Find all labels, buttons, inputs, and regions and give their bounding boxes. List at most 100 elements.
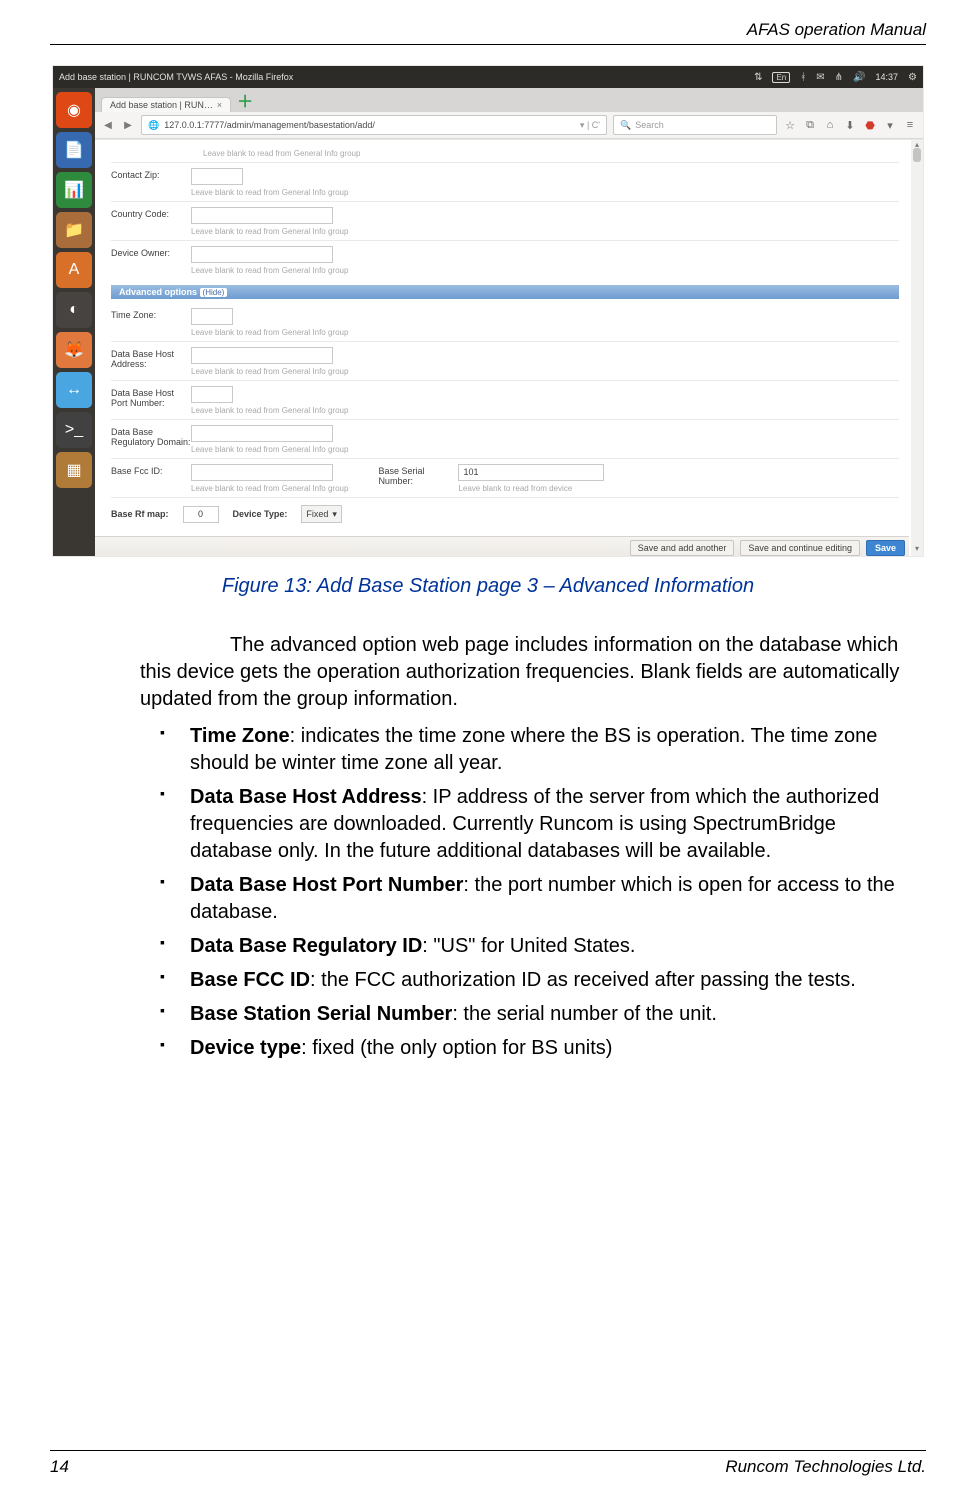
bullet-fcc-id: Base FCC ID: the FCC authorization ID as… — [160, 967, 906, 994]
select-devtype[interactable]: Fixed ▾ — [301, 505, 342, 523]
home-icon[interactable]: ⌂ — [823, 119, 837, 131]
bullet-time-zone: Time Zone: indicates the time zone where… — [160, 723, 906, 777]
form-hint: Leave blank to read from General Info gr… — [203, 149, 360, 158]
save-button[interactable]: Save — [866, 540, 905, 556]
label-db-reg-domain: Data Base Regulatory Domain: — [111, 425, 191, 447]
row-db-host-addr: Data Base Host Address: Leave blank to r… — [111, 341, 899, 380]
hide-link[interactable]: (Hide) — [200, 288, 228, 297]
hint-serial: Leave blank to read from device — [458, 484, 604, 493]
label-devtype: Device Type: — [233, 509, 288, 519]
input-db-reg-domain[interactable] — [191, 425, 333, 442]
select-devtype-value: Fixed — [306, 509, 328, 519]
scroll-down-icon[interactable]: ▾ — [911, 544, 923, 556]
vertical-scrollbar[interactable]: ▴ ▾ — [911, 140, 923, 556]
launcher-firefox-icon[interactable]: 🦊 — [56, 332, 92, 368]
ubuntu-topbar: Add base station | RUNCOM TVWS AFAS - Mo… — [53, 66, 923, 88]
volume-icon: 🔊 — [853, 72, 865, 83]
star-icon[interactable]: ☆ — [783, 119, 797, 132]
tab-close-icon[interactable]: × — [217, 100, 222, 110]
input-rfmap[interactable]: 0 — [183, 506, 219, 523]
tray-lang: En — [772, 72, 790, 83]
intro-paragraph: The advanced option web page includes in… — [140, 632, 906, 713]
search-placeholder: Search — [635, 120, 664, 130]
bookmark-menu-icon[interactable]: ⧉ — [803, 119, 817, 132]
input-contact-zip[interactable] — [191, 168, 243, 185]
advanced-label: Advanced options — [119, 287, 197, 297]
label-rfmap: Base Rf map: — [111, 509, 169, 519]
label-contact-zip: Contact Zip: — [111, 168, 191, 180]
downloads-icon[interactable]: ⬇ — [843, 119, 857, 132]
input-db-host-port[interactable] — [191, 386, 233, 403]
label-fcc-id: Base Fcc ID: — [111, 464, 191, 493]
launcher-software-icon[interactable]: A — [56, 252, 92, 288]
scroll-thumb[interactable] — [913, 148, 921, 162]
bullet-serial: Base Station Serial Number: the serial n… — [160, 1001, 906, 1028]
row-country-code: Country Code: Leave blank to read from G… — [111, 201, 899, 240]
input-db-host-addr[interactable] — [191, 347, 333, 364]
tray-updown-icon: ⇅ — [754, 72, 762, 83]
input-country-code[interactable] — [191, 207, 333, 224]
webpage-body: ▴ ▾ Leave blank to read from General Inf… — [95, 139, 923, 556]
screenshot-container: Add base station | RUNCOM TVWS AFAS - Mo… — [52, 65, 924, 557]
page-number: 14 — [50, 1457, 69, 1477]
bullet-db-host-addr: Data Base Host Address: IP address of th… — [160, 784, 906, 865]
label-db-host-port: Data Base Host Port Number: — [111, 386, 191, 408]
launcher-dash-icon[interactable]: ◉ — [56, 92, 92, 128]
label-country-code: Country Code: — [111, 207, 191, 219]
network-icon: ⋔ — [835, 72, 843, 83]
launcher-calc-icon[interactable]: 📊 — [56, 172, 92, 208]
launcher-misc-icon[interactable]: ▦ — [56, 452, 92, 488]
ubuntu-launcher: ◉ 📄 📊 📁 A ◐ 🦊 ↔ >_ ▦ — [53, 88, 101, 556]
hamburger-icon[interactable]: ≡ — [903, 119, 917, 131]
row-time-zone: Time Zone: Leave blank to read from Gene… — [111, 303, 899, 341]
row-db-reg-domain: Data Base Regulatory Domain: Leave blank… — [111, 419, 899, 458]
reload-separator: ▾ | C' — [580, 120, 600, 131]
input-serial[interactable]: 101 — [458, 464, 604, 481]
browser-tab[interactable]: Add base station | RUN… × — [101, 97, 231, 112]
save-add-another-button[interactable]: Save and add another — [630, 540, 735, 556]
hint-fcc-id: Leave blank to read from General Info gr… — [191, 484, 348, 493]
launcher-terminal-icon[interactable]: >_ — [56, 412, 92, 448]
back-button[interactable]: ◀ — [101, 120, 115, 131]
chevron-down-icon[interactable]: ▾ — [883, 119, 897, 132]
label-time-zone: Time Zone: — [111, 308, 191, 320]
hint-db-host-port: Leave blank to read from General Info gr… — [191, 406, 348, 415]
hint-db-host-addr: Leave blank to read from General Info gr… — [191, 367, 348, 376]
hint-device-owner: Leave blank to read from General Info gr… — [191, 266, 348, 275]
abp-icon[interactable]: ⬣ — [863, 119, 877, 132]
advanced-options-banner[interactable]: Advanced options (Hide) — [111, 285, 899, 299]
bullet-db-host-port: Data Base Host Port Number: the port num… — [160, 872, 906, 926]
row-contact-zip: Contact Zip: Leave blank to read from Ge… — [111, 162, 899, 201]
window-title: Add base station | RUNCOM TVWS AFAS - Mo… — [59, 72, 293, 82]
firefox-window: Add base station | RUN… × ＋ ◀ ▶ 🌐 127.0.… — [95, 88, 923, 556]
launcher-files-icon[interactable]: 📁 — [56, 212, 92, 248]
figure-caption: Figure 13: Add Base Station page 3 – Adv… — [50, 575, 926, 598]
bullet-device-type: Device type: fixed (the only option for … — [160, 1035, 906, 1062]
input-fcc-id[interactable] — [191, 464, 333, 481]
bullet-db-reg-id: Data Base Regulatory ID: "US" for United… — [160, 933, 906, 960]
row-rfmap-devtype: Base Rf map: 0 Device Type: Fixed ▾ — [111, 497, 899, 530]
header-right: AFAS operation Manual — [50, 20, 926, 45]
search-icon: 🔍 — [620, 120, 631, 131]
launcher-teamviewer-icon[interactable]: ↔ — [56, 372, 92, 408]
tab-title: Add base station | RUN… — [110, 100, 213, 110]
launcher-eclipse-icon[interactable]: ◐ — [56, 292, 92, 328]
firefox-toolbar: ◀ ▶ 🌐 127.0.0.1:7777/admin/management/ba… — [95, 112, 923, 139]
hint-contact-zip: Leave blank to read from General Info gr… — [191, 188, 348, 197]
search-bar[interactable]: 🔍 Search — [613, 115, 777, 135]
row-device-owner: Device Owner: Leave blank to read from G… — [111, 240, 899, 279]
hint-db-reg-domain: Leave blank to read from General Info gr… — [191, 445, 348, 454]
url-bar[interactable]: 🌐 127.0.0.1:7777/admin/management/basest… — [141, 115, 607, 135]
globe-icon: 🌐 — [148, 120, 159, 131]
forward-button[interactable]: ▶ — [121, 120, 135, 131]
hint-time-zone: Leave blank to read from General Info gr… — [191, 328, 348, 337]
save-continue-button[interactable]: Save and continue editing — [740, 540, 860, 556]
input-device-owner[interactable] — [191, 246, 333, 263]
bullet-list: Time Zone: indicates the time zone where… — [160, 723, 906, 1062]
page-footer: 14 Runcom Technologies Ltd. — [50, 1450, 926, 1477]
launcher-writer-icon[interactable]: 📄 — [56, 132, 92, 168]
input-time-zone[interactable] — [191, 308, 233, 325]
chevron-down-icon: ▾ — [332, 509, 337, 520]
label-device-owner: Device Owner: — [111, 246, 191, 258]
new-tab-button[interactable]: ＋ — [233, 88, 257, 112]
